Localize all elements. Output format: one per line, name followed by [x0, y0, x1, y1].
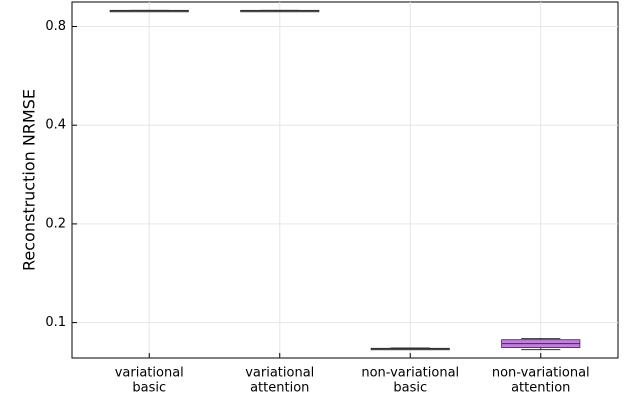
x-tick-label: non-variational [361, 366, 459, 381]
y-axis-label: Reconstruction NRMSE [20, 89, 39, 271]
plot-frame [71, 1, 619, 359]
y-tick-label: 0.1 [45, 315, 66, 330]
x-tick-label: basic [132, 381, 166, 396]
x-tick-label: basic [393, 381, 427, 396]
y-tick-label: 0.4 [45, 118, 66, 133]
x-tick-label: non-variational [492, 366, 590, 381]
x-tick-label: variational [115, 366, 184, 381]
x-tick-label: attention [511, 381, 570, 396]
y-tick-label: 0.8 [45, 19, 66, 34]
x-tick-label: attention [250, 381, 309, 396]
x-tick-label: variational [245, 366, 314, 381]
y-tick-label: 0.2 [45, 216, 66, 231]
